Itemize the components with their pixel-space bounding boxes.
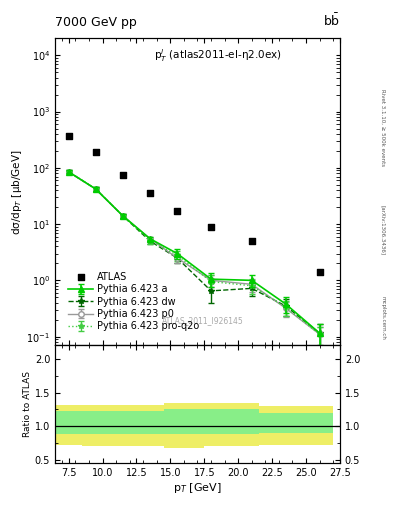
ATLAS [174, 207, 180, 215]
Text: [arXiv:1306.3436]: [arXiv:1306.3436] [381, 205, 386, 255]
X-axis label: p$_{T}$ [GeV]: p$_{T}$ [GeV] [173, 481, 222, 495]
ATLAS [316, 268, 323, 276]
ATLAS [93, 148, 99, 156]
Y-axis label: Ratio to ATLAS: Ratio to ATLAS [23, 371, 32, 437]
Text: mcplots.cern.ch: mcplots.cern.ch [381, 295, 386, 339]
ATLAS [208, 223, 214, 231]
ATLAS [147, 189, 153, 198]
ATLAS [120, 171, 126, 179]
Text: Rivet 3.1.10, ≥ 500k events: Rivet 3.1.10, ≥ 500k events [381, 90, 386, 166]
Y-axis label: dσ/dp$_{T}$ [μb/GeV]: dσ/dp$_{T}$ [μb/GeV] [9, 149, 24, 234]
ATLAS [66, 132, 72, 140]
Text: b$\bar{\text{b}}$: b$\bar{\text{b}}$ [323, 13, 340, 29]
Text: ATLAS_2011_I926145: ATLAS_2011_I926145 [162, 316, 244, 325]
Text: p$^{l}_{T}$ (atlas2011-el-η2.0ex): p$^{l}_{T}$ (atlas2011-el-η2.0ex) [154, 48, 281, 65]
Text: 7000 GeV pp: 7000 GeV pp [55, 16, 137, 29]
ATLAS [249, 237, 255, 245]
Legend: ATLAS, Pythia 6.423 a, Pythia 6.423 dw, Pythia 6.423 p0, Pythia 6.423 pro-q2o: ATLAS, Pythia 6.423 a, Pythia 6.423 dw, … [66, 269, 202, 334]
